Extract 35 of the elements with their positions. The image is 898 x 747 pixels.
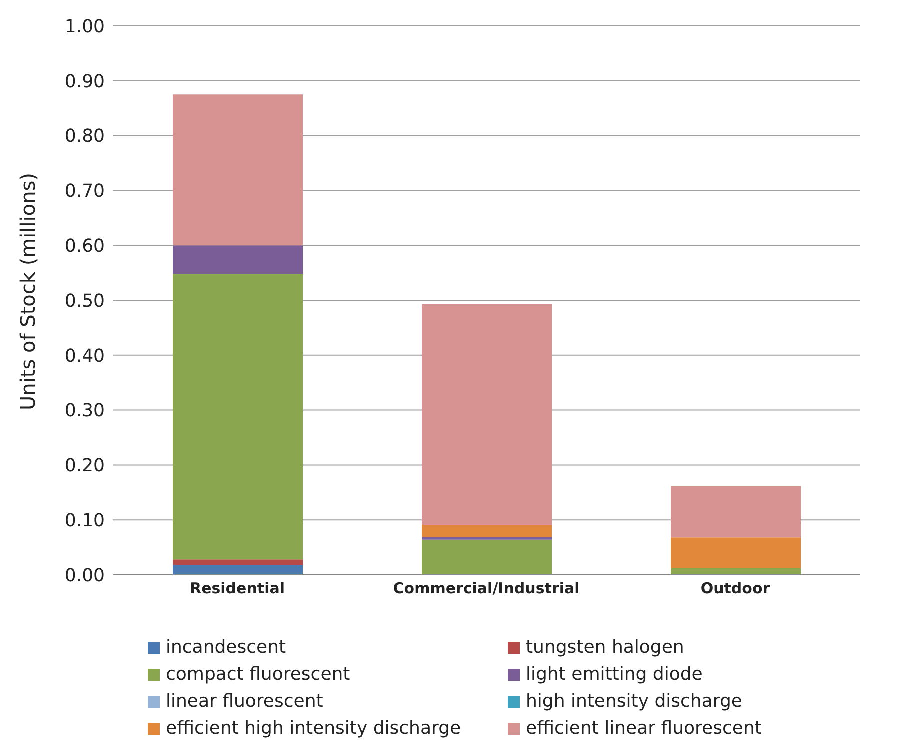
bar <box>173 565 303 575</box>
x-tick-label: Commercial/Industrial <box>393 580 580 598</box>
legend-label: efficient high intensity discharge <box>166 718 462 739</box>
y-axis-title: Units of Stock (millions) <box>16 173 40 410</box>
y-tick-label: 0.20 <box>64 456 105 477</box>
bar <box>173 94 303 246</box>
y-tick-label: 0.80 <box>64 126 105 148</box>
bar <box>422 525 552 538</box>
bar <box>173 274 303 560</box>
bar <box>173 560 303 566</box>
y-tick-label: 0.40 <box>64 346 105 367</box>
x-tick-label: Outdoor <box>700 580 771 598</box>
y-tick-label: 0.70 <box>64 181 105 202</box>
bar <box>671 486 801 538</box>
legend-label: compact fluorescent <box>166 664 350 685</box>
y-tick-label: 0.50 <box>64 290 105 312</box>
y-tick-label: 0.00 <box>64 565 105 586</box>
bar <box>422 304 552 526</box>
legend-label: incandescent <box>166 637 286 658</box>
bar <box>671 568 801 575</box>
legend-label: efficient linear fluorescent <box>526 718 762 739</box>
bar <box>422 540 552 575</box>
y-tick-label: 0.60 <box>64 236 105 257</box>
y-tick-label: 1.00 <box>64 16 105 38</box>
y-tick-label: 0.30 <box>64 400 105 422</box>
bar <box>173 246 303 274</box>
legend-label: linear fluorescent <box>166 691 324 712</box>
bar <box>422 537 552 540</box>
legend-label: high intensity discharge <box>526 691 742 712</box>
x-tick-label: Residential <box>190 580 285 598</box>
legend-label: light emitting diode <box>526 664 703 685</box>
bar <box>671 538 801 568</box>
y-tick-label: 0.10 <box>64 510 105 532</box>
legend-label: tungsten halogen <box>526 637 684 658</box>
y-tick-label: 0.90 <box>64 71 105 92</box>
